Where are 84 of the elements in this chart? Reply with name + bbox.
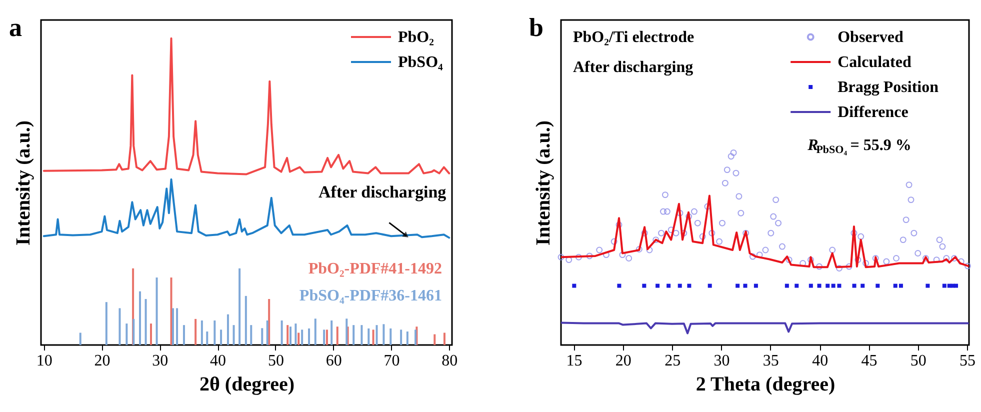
- bar: [330, 320, 333, 345]
- bar: [406, 332, 408, 345]
- bar: [360, 325, 363, 345]
- x-tick-label: 80: [442, 352, 458, 370]
- bar: [289, 326, 292, 345]
- x-axis-title: 2 Theta (degree): [696, 374, 836, 396]
- bar: [414, 330, 417, 345]
- annotation: After discharging: [318, 182, 447, 202]
- bar: [323, 330, 326, 345]
- legend-label: PbSO₄: [398, 54, 444, 71]
- bar: [346, 318, 348, 345]
- bar: [301, 330, 304, 345]
- bar: [176, 308, 178, 345]
- y-axis-title: Intensity (a.u.): [532, 120, 554, 246]
- bar: [206, 332, 208, 345]
- bar: [382, 324, 385, 345]
- legend-label: Calculated: [838, 54, 912, 71]
- bar: [126, 324, 128, 345]
- bar: [170, 278, 172, 345]
- chart-title: b: [529, 13, 544, 42]
- x-tick-label: 45: [861, 352, 878, 370]
- x-tick-label: 50: [268, 352, 284, 370]
- x-tick-label: 30: [152, 352, 168, 370]
- text: PbO₂/Ti electrode: [573, 29, 694, 46]
- x-tick-label: 40: [210, 352, 226, 370]
- bar: [286, 325, 289, 345]
- bar: [376, 325, 378, 345]
- bar: [434, 334, 436, 345]
- x-tick-label: 55: [960, 352, 976, 370]
- legend-label: Bragg Position: [838, 79, 939, 96]
- x-tick-label: 35: [762, 352, 779, 370]
- x-tick-label: 60: [326, 352, 342, 370]
- bar: [400, 330, 402, 345]
- bar: [150, 324, 152, 345]
- bar: [220, 330, 222, 345]
- series-label: PbSO₄-PDF#36-1461: [299, 287, 442, 304]
- x-axis-title: 2θ (degree): [199, 374, 295, 396]
- bar: [294, 324, 297, 345]
- bar: [232, 325, 235, 345]
- y-axis-title: Intensity (a.u.): [12, 120, 34, 246]
- bar: [144, 299, 147, 345]
- x-tick-label: 40: [812, 352, 828, 370]
- bar: [266, 320, 268, 345]
- bar: [372, 330, 374, 345]
- bar: [244, 296, 247, 345]
- bar: [79, 332, 82, 345]
- bar: [238, 268, 241, 345]
- legend-label: PbO₂: [398, 29, 434, 46]
- legend-label: Difference: [838, 104, 908, 121]
- bar: [156, 278, 158, 345]
- text: PbO₂-PDF#41-1492: [308, 260, 442, 278]
- bar: [443, 332, 446, 345]
- x-tick-label: 50: [910, 352, 926, 370]
- x-tick-label: 70: [384, 352, 400, 370]
- bar: [214, 320, 216, 345]
- x-tick-label: 20: [615, 352, 632, 370]
- bar: [336, 326, 338, 345]
- bar: [138, 291, 141, 345]
- bar: [194, 318, 197, 345]
- legend-label: Observed: [838, 29, 904, 46]
- bar: [182, 325, 185, 345]
- bar: [200, 320, 203, 345]
- bar: [261, 328, 264, 345]
- x-tick-label: 10: [36, 352, 52, 370]
- bar: [250, 325, 252, 345]
- x-tick-label: 20: [94, 352, 110, 370]
- bar: [314, 318, 316, 345]
- bar: [132, 318, 135, 345]
- text: After discharging: [573, 59, 694, 76]
- bar: [390, 328, 392, 345]
- bar: [118, 308, 121, 345]
- x-tick-label: 15: [566, 352, 582, 370]
- bar: [105, 302, 108, 345]
- bar: [226, 314, 229, 345]
- bar: [172, 308, 174, 345]
- x-tick-label: 30: [714, 352, 730, 370]
- bar: [352, 325, 355, 345]
- bar: [326, 330, 328, 345]
- x-tick-label: 25: [664, 352, 681, 370]
- chart-title: a: [9, 13, 22, 42]
- bar: [308, 328, 310, 345]
- bar: [368, 328, 370, 345]
- bar: [280, 320, 283, 345]
- bar: [298, 332, 300, 345]
